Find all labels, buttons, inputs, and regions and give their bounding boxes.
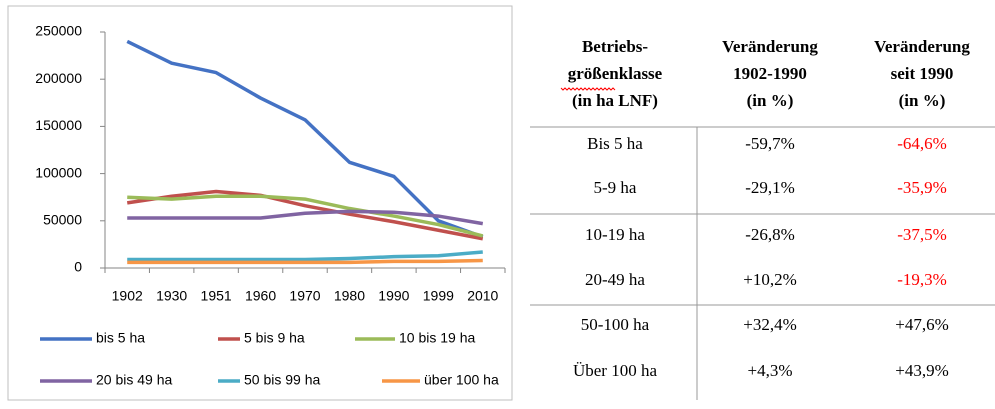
- spellcheck-underline: [560, 87, 616, 91]
- table-cell: Über 100 ha: [573, 361, 657, 380]
- table-cell: -37,5%: [897, 225, 947, 244]
- table-cell: Bis 5 ha: [587, 134, 643, 153]
- table-cell: -29,1%: [745, 178, 795, 197]
- y-tick-label: 200000: [35, 70, 82, 86]
- line-series: [127, 209, 484, 226]
- x-tick-label: 1951: [201, 288, 232, 304]
- line-series: [126, 39, 484, 239]
- table-header: größenklasse: [568, 64, 663, 83]
- y-tick-label: 250000: [35, 23, 82, 39]
- table-header: seit 1990: [891, 64, 954, 83]
- x-tick-label: 1902: [112, 288, 143, 304]
- line-series: [126, 189, 484, 241]
- legend-label: 10 bis 19 ha: [399, 330, 475, 346]
- legend-label: über 100 ha: [424, 372, 499, 388]
- table-cell: 10-19 ha: [585, 225, 645, 244]
- table-cell: 50-100 ha: [581, 315, 650, 334]
- table-header: 1902-1990: [733, 64, 807, 83]
- x-tick-label: 1980: [334, 288, 365, 304]
- table-cell: +43,9%: [895, 361, 949, 380]
- table-header: (in ha LNF): [572, 91, 658, 110]
- table-cell: 20-49 ha: [585, 270, 645, 289]
- table-cell: +4,3%: [748, 361, 793, 380]
- x-tick-label: 1930: [156, 288, 187, 304]
- table-header: (in %): [747, 91, 794, 110]
- y-tick-label: 100000: [35, 164, 82, 180]
- table-header: Veränderung: [874, 37, 970, 56]
- y-tick-label: 150000: [35, 117, 82, 133]
- x-tick-label: 1990: [378, 288, 409, 304]
- legend-label: 5 bis 9 ha: [244, 330, 305, 346]
- y-tick-label: 0: [74, 259, 82, 275]
- line-series: [127, 258, 483, 265]
- table-header: Betriebs-: [582, 37, 648, 56]
- y-tick-label: 50000: [43, 212, 82, 228]
- table-header: Veränderung: [722, 37, 818, 56]
- line-series: [127, 250, 483, 262]
- chart-frame: [7, 5, 513, 401]
- table-cell: +10,2%: [743, 270, 797, 289]
- table-cell: -64,6%: [897, 134, 947, 153]
- legend-label: bis 5 ha: [96, 330, 145, 346]
- table-cell: 5-9 ha: [594, 178, 637, 197]
- table-cell: -35,9%: [897, 178, 947, 197]
- table-cell: -26,8%: [745, 225, 795, 244]
- x-tick-label: 2010: [467, 288, 498, 304]
- line-series: [127, 194, 484, 238]
- x-tick-label: 1970: [289, 288, 320, 304]
- x-tick-label: 1999: [423, 288, 454, 304]
- x-tick-label: 1960: [245, 288, 276, 304]
- legend-label: 50 bis 99 ha: [244, 372, 320, 388]
- table-header: (in %): [899, 91, 946, 110]
- legend-label: 20 bis 49 ha: [96, 372, 172, 388]
- table-cell: +47,6%: [895, 315, 949, 334]
- table-cell: -19,3%: [897, 270, 947, 289]
- table-cell: -59,7%: [745, 134, 795, 153]
- table-cell: +32,4%: [743, 315, 797, 334]
